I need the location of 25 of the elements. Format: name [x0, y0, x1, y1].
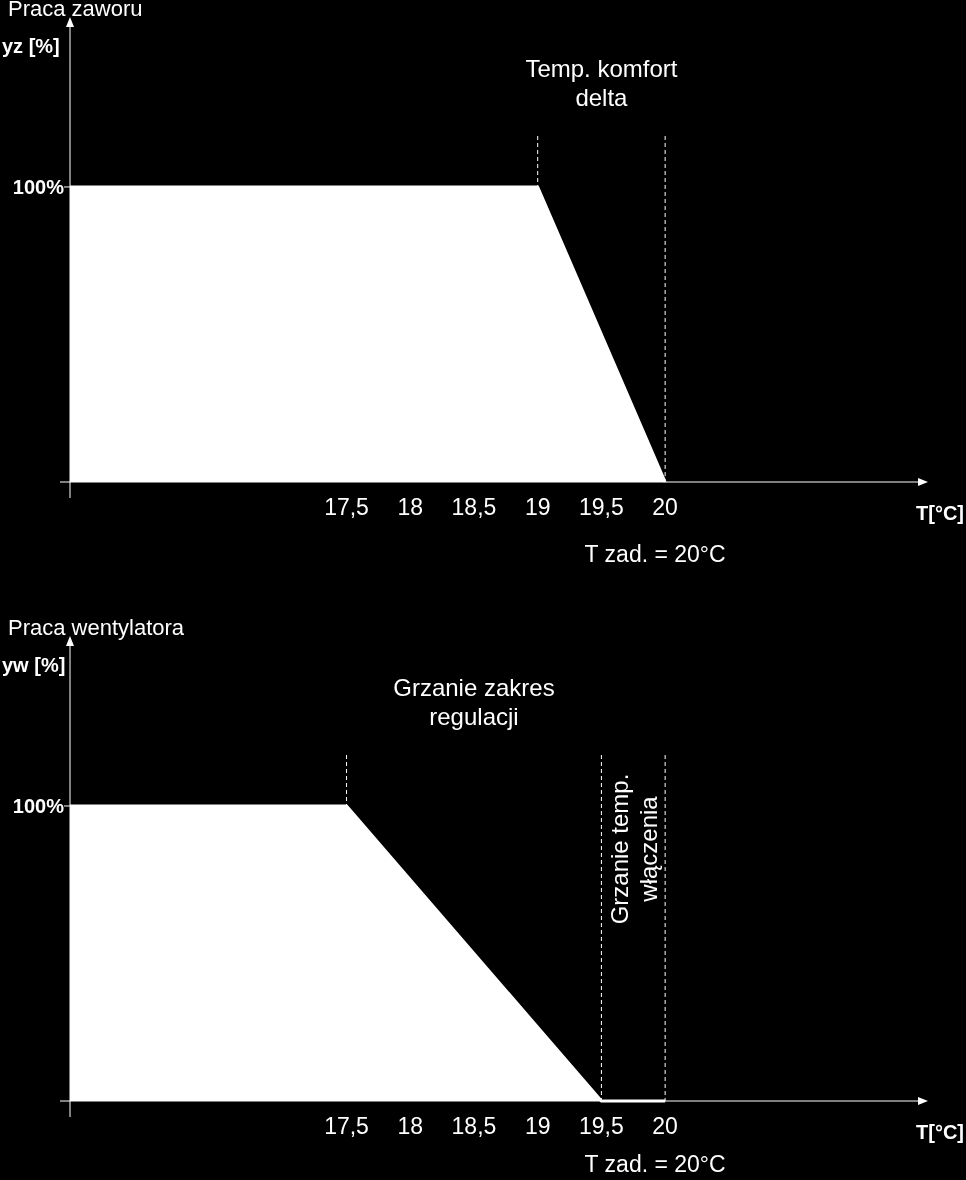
text: 100% — [12, 794, 65, 817]
y-axis-title: yw [%] — [2, 654, 66, 676]
chart-title: Praca zaworu — [8, 0, 143, 21]
ref-line-label: Grzanie temp. włączenia — [605, 773, 662, 925]
x-tick-label: 19,5 — [579, 494, 624, 520]
y-axis-title: yz [%] — [2, 35, 60, 57]
text: 100% — [12, 175, 65, 198]
x-tick-label: 18,5 — [451, 1113, 497, 1139]
ref-line-label: Grzanie zakres regulacji — [393, 674, 555, 730]
x-tick-label: 17,5 — [324, 494, 369, 520]
x-tick-label: 19,5 — [579, 1113, 624, 1139]
x-tick-label: 20 — [652, 1113, 678, 1139]
x-tick-label: 20 — [652, 494, 678, 520]
x-tick-label: 17,5 — [324, 1113, 369, 1139]
chart-title: Praca wentylatora — [8, 615, 185, 640]
x-axis-title: T[°C] — [916, 502, 964, 524]
text: T zad. = 20°C — [584, 541, 726, 567]
ref-line-label: Temp. komfort delta — [525, 55, 678, 111]
x-axis-title: T[°C] — [916, 1121, 964, 1143]
x-tick-label: 18 — [397, 1113, 424, 1139]
x-tick-label: 19 — [524, 1113, 551, 1139]
text: T zad. = 20°C — [584, 1151, 726, 1177]
x-tick-label: 19 — [524, 494, 551, 520]
x-tick-label: 18 — [397, 494, 424, 520]
x-tick-label: 18,5 — [451, 494, 497, 520]
